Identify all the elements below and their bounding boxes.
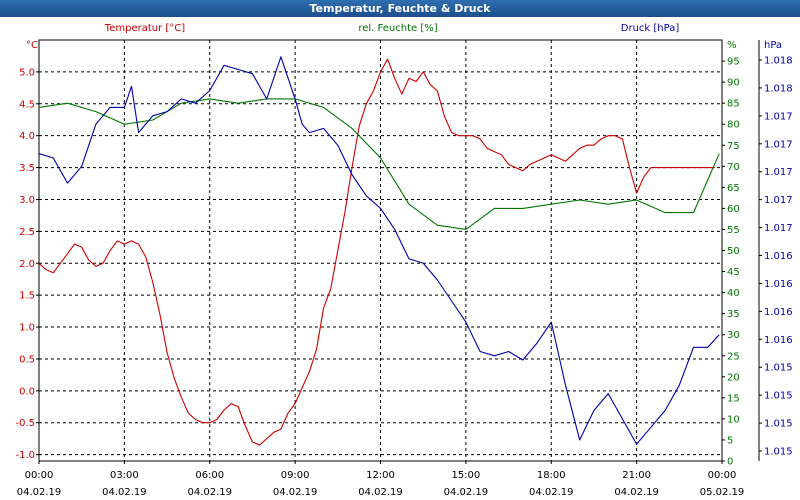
x-tick-time-label: 09:00	[281, 470, 310, 481]
humidity-tick-label: 40	[727, 288, 740, 299]
temperature-tick-label: 0.0	[19, 386, 35, 397]
humidity-tick-label: 10	[727, 414, 740, 425]
humidity-tick-label: 45	[727, 267, 740, 278]
pressure-tick-label: 1.015	[764, 419, 793, 430]
pressure-tick-label: 1.015	[764, 363, 793, 374]
temperature-tick-label: 4.5	[19, 99, 35, 110]
temperature-series-line	[38, 58, 715, 446]
humidity-tick-label: 75	[727, 141, 740, 152]
pressure-tick-label: 1.018	[764, 56, 793, 67]
pressure-series-line	[38, 56, 720, 445]
humidity-tick-label: 55	[727, 225, 740, 236]
pressure-tick-label: 1.015	[764, 391, 793, 402]
x-tick-date-label: 04.02.19	[614, 487, 659, 498]
x-tick-date-label: 04.02.19	[17, 487, 62, 498]
pressure-tick-label: 1.016	[764, 335, 793, 346]
humidity-tick-label: 95	[727, 57, 740, 68]
humidity-tick-label: 5	[727, 435, 733, 446]
humidity-tick-label: 70	[727, 162, 740, 173]
x-tick-date-label: 04.02.19	[187, 487, 232, 498]
temperature-tick-label: 2.0	[19, 259, 35, 270]
temperature-axis-title: Temperatur [°C]	[104, 23, 185, 34]
x-tick-time-label: 00:00	[25, 470, 54, 481]
humidity-tick-label: 15	[727, 393, 740, 404]
humidity-axis-title: rel. Feuchte [%]	[358, 23, 437, 34]
pressure-unit-label: hPa	[764, 40, 782, 51]
temperature-tick-label: -1.0	[15, 450, 35, 461]
x-tick-date-label: 05.02.19	[700, 487, 745, 498]
humidity-tick-label: 65	[727, 183, 740, 194]
x-tick-date-label: 04.02.19	[358, 487, 403, 498]
humidity-tick-label: 50	[727, 246, 740, 257]
pressure-tick-label: 1.017	[764, 139, 793, 150]
humidity-series-line	[38, 98, 720, 230]
humidity-tick-label: 85	[727, 99, 740, 110]
x-tick-date-label: 04.02.19	[529, 487, 574, 498]
x-tick-time-label: 18:00	[537, 470, 566, 481]
temperature-tick-label: 5.0	[19, 67, 35, 78]
temperature-tick-label: -0.5	[15, 418, 35, 429]
temperature-tick-label: 1.0	[19, 323, 35, 334]
x-tick-date-label: 04.02.19	[444, 487, 489, 498]
pressure-tick-label: 1.016	[764, 279, 793, 290]
pressure-tick-label: 1.017	[764, 167, 793, 178]
temperature-tick-label: 1.5	[19, 291, 35, 302]
x-tick-date-label: 04.02.19	[273, 487, 318, 498]
humidity-tick-label: 0	[727, 457, 733, 468]
humidity-tick-label: 30	[727, 330, 740, 341]
humidity-tick-label: 60	[727, 204, 740, 215]
chart-canvas: 5.0 4.5 4.0 3.5 3.0 2.5 2.0 1.5 1.0 0.5 0.0 -0.5 -1.…	[15, 23, 793, 498]
pressure-tick-label: 1.017	[764, 223, 793, 234]
pressure-tick-label: 1.016	[764, 251, 793, 262]
humidity-tick-label: 25	[727, 351, 740, 362]
x-tick-time-label: 06:00	[195, 470, 224, 481]
humidity-tick-label: 90	[727, 78, 740, 89]
window-title: Temperatur, Feuchte & Druck	[0, 0, 800, 17]
pressure-tick-label: 1.017	[764, 111, 793, 122]
x-tick-date-label: 04.02.19	[102, 487, 147, 498]
humidity-tick-label: 20	[727, 372, 740, 383]
pressure-tick-label: 1.016	[764, 307, 793, 318]
humidity-tick-label: 35	[727, 309, 740, 320]
x-tick-time-label: 12:00	[366, 470, 395, 481]
humidity-unit-label: %	[727, 40, 737, 51]
pressure-axis-title: Druck [hPa]	[621, 23, 680, 34]
x-tick-time-label: 03:00	[110, 470, 139, 481]
temperature-tick-label: 3.0	[19, 195, 35, 206]
temperature-unit-label: °C	[26, 40, 38, 51]
humidity-tick-label: 80	[727, 120, 740, 131]
pressure-tick-label: 1.015	[764, 447, 793, 458]
x-tick-time-label: 21:00	[622, 470, 651, 481]
temperature-tick-label: 4.0	[19, 131, 35, 142]
temperature-tick-label: 2.5	[19, 227, 35, 238]
pressure-tick-label: 1.017	[764, 195, 793, 206]
temperature-tick-label: 0.5	[19, 354, 35, 365]
x-tick-time-label: 15:00	[451, 470, 480, 481]
x-tick-time-label: 00:00	[708, 470, 737, 481]
pressure-tick-label: 1.018	[764, 83, 793, 94]
temperature-tick-label: 3.5	[19, 163, 35, 174]
